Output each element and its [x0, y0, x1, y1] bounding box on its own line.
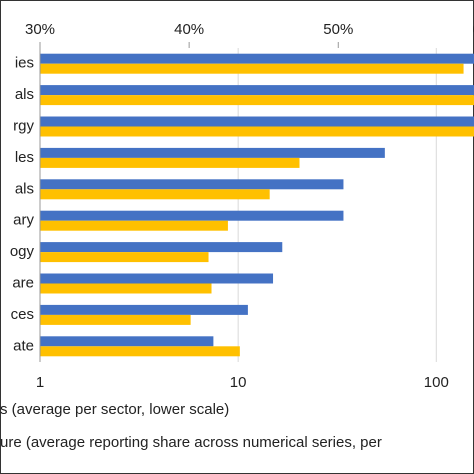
bar	[40, 63, 464, 74]
bar	[40, 126, 474, 137]
x2-tick-label: 40%	[174, 21, 204, 38]
legend-label: ure (average reporting share across nume…	[0, 434, 382, 451]
y-tick-label: ate	[13, 337, 34, 354]
bar	[40, 273, 274, 284]
bar	[40, 346, 240, 357]
bar	[40, 189, 270, 200]
y-tick-label: rgy	[13, 117, 34, 134]
x2-tick-label: 30%	[25, 21, 55, 38]
bar	[40, 116, 474, 127]
y-tick-label: ogy	[10, 243, 35, 260]
x2-tick-label: 60%	[472, 21, 474, 38]
bar	[40, 314, 191, 325]
bar	[40, 242, 283, 253]
x2-tick-label: 50%	[323, 21, 353, 38]
bar	[40, 220, 228, 231]
y-tick-label: are	[12, 274, 34, 291]
legend-label: s (average per sector, lower scale)	[0, 401, 229, 418]
bar	[40, 336, 214, 347]
x-tick-label: 100	[424, 374, 449, 391]
y-tick-label: ies	[15, 55, 34, 72]
bar	[40, 252, 209, 263]
bar	[40, 147, 385, 158]
bar	[40, 210, 344, 221]
y-tick-label: ary	[13, 212, 34, 229]
y-tick-label: les	[15, 149, 34, 166]
bar	[40, 157, 300, 168]
bar	[40, 53, 474, 64]
y-tick-label: ces	[11, 306, 34, 323]
bar	[40, 179, 344, 190]
bar	[40, 304, 248, 315]
y-tick-label: als	[15, 86, 34, 103]
x-tick-label: 1	[36, 374, 44, 391]
x-tick-label: 10	[230, 374, 247, 391]
bar	[40, 283, 212, 294]
bar	[40, 85, 474, 96]
bar	[40, 95, 474, 106]
y-tick-label: als	[15, 180, 34, 197]
